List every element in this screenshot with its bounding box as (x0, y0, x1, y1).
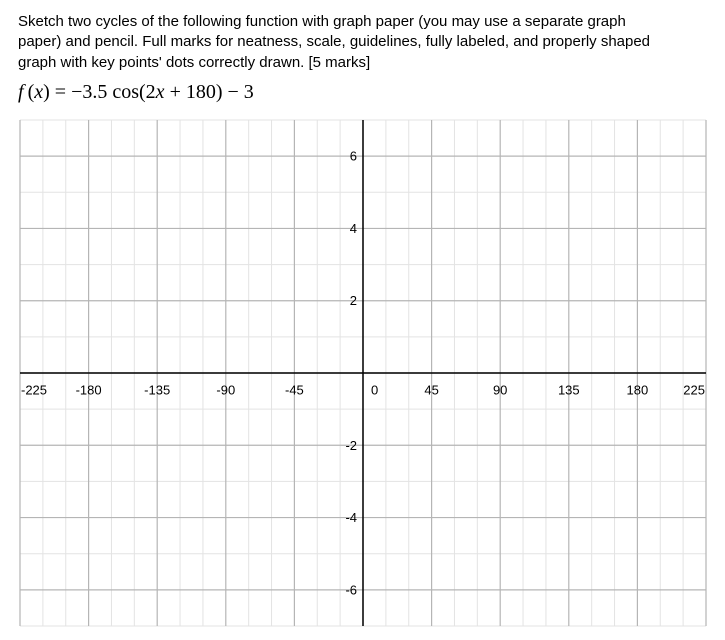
svg-text:-90: -90 (216, 382, 235, 397)
grid-svg: -225 -180 -135 -90 -45 0 45 90 135 180 225 6 4 2 -2 -4 -… (18, 118, 708, 628)
svg-text:-4: -4 (345, 510, 357, 525)
svg-text:90: 90 (493, 382, 507, 397)
svg-text:-6: -6 (345, 582, 357, 597)
svg-text:-135: -135 (144, 382, 170, 397)
prompt-line-3: graph with key points' dots correctly dr… (18, 54, 370, 71)
svg-text:225: 225 (683, 382, 705, 397)
svg-text:6: 6 (350, 148, 357, 163)
svg-text:180: 180 (627, 382, 649, 397)
graph-paper: -225 -180 -135 -90 -45 0 45 90 135 180 225 6 4 2 -2 -4 -… (18, 118, 708, 628)
prompt-line-1: Sketch two cycles of the following funct… (18, 13, 626, 30)
svg-text:-180: -180 (76, 382, 102, 397)
question-prompt: Sketch two cycles of the following funct… (18, 12, 707, 73)
svg-text:-45: -45 (285, 382, 304, 397)
function-equation: f (x) = −3.5 cos(2x + 180) − 3 (18, 81, 707, 104)
svg-text:135: 135 (558, 382, 580, 397)
svg-text:2: 2 (350, 293, 357, 308)
svg-text:-225: -225 (21, 382, 47, 397)
prompt-line-2: paper) and pencil. Full marks for neatne… (18, 33, 650, 50)
svg-text:4: 4 (350, 221, 357, 236)
svg-text:-2: -2 (345, 438, 357, 453)
svg-text:0: 0 (371, 382, 378, 397)
svg-text:45: 45 (424, 382, 438, 397)
